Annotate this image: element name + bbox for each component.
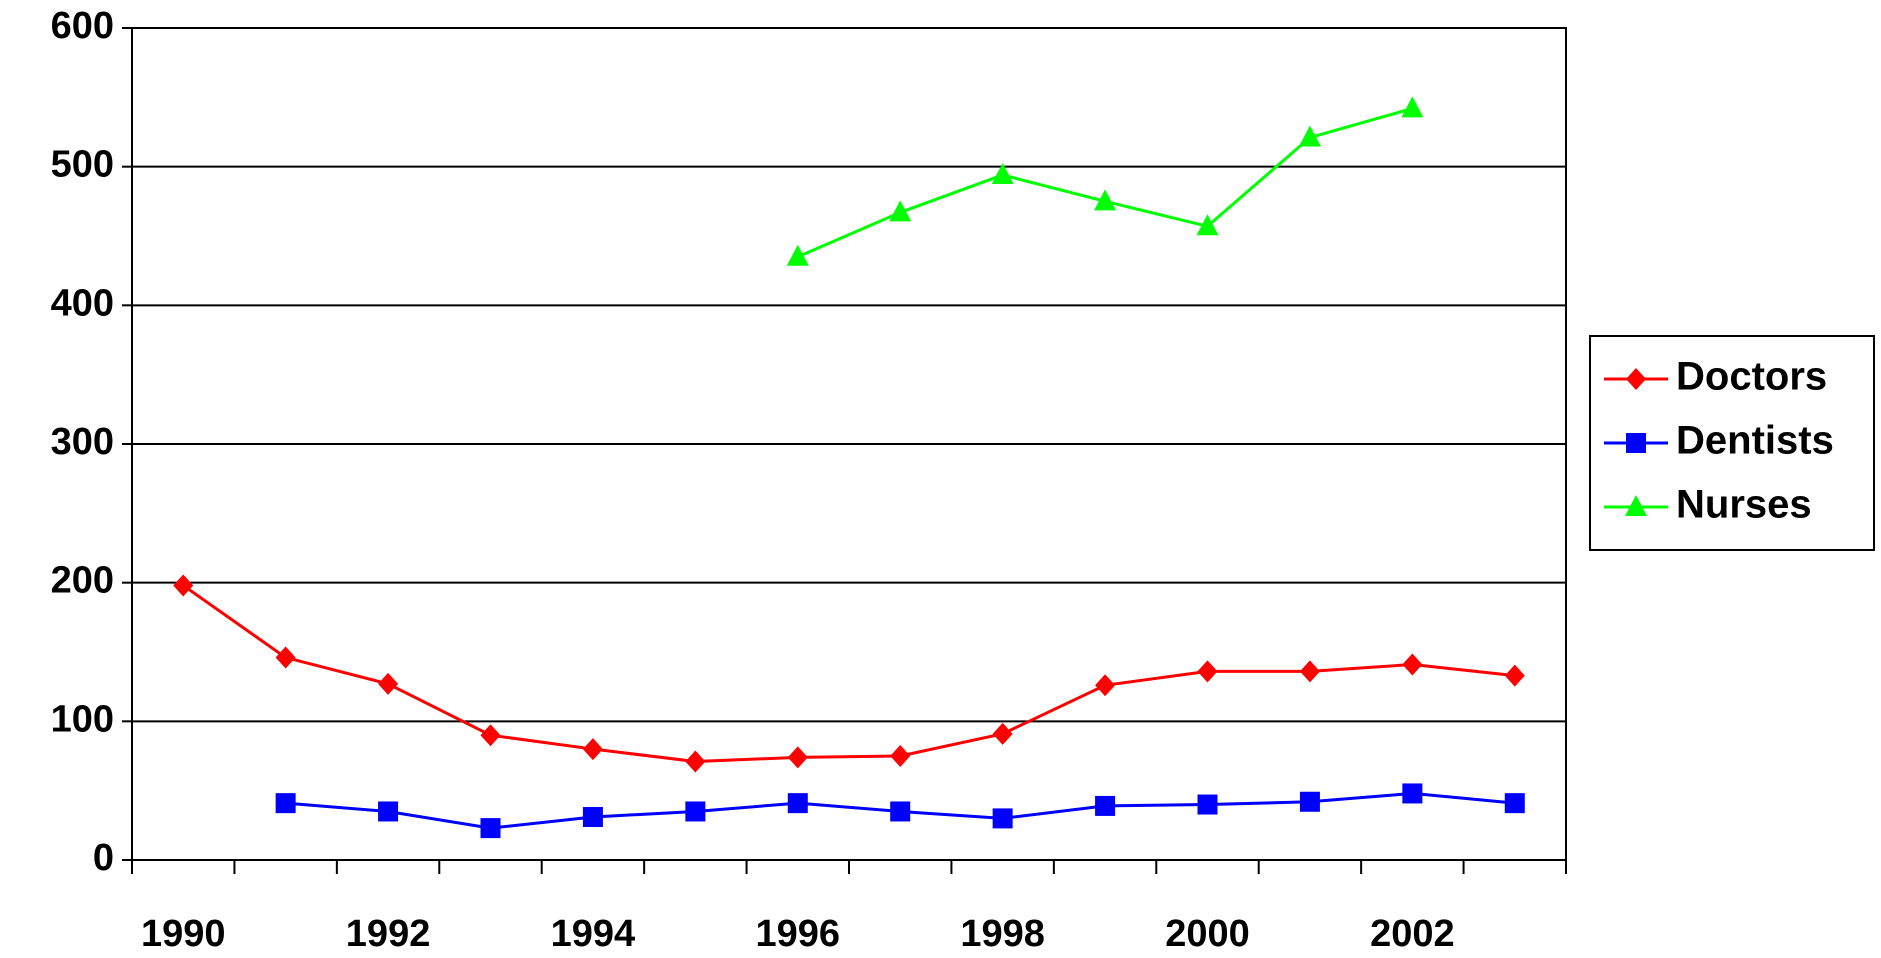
data-point [991, 162, 1014, 184]
x-tick-label: 1998 [960, 913, 1045, 955]
data-point [480, 818, 501, 839]
legend-label: Nurses [1676, 483, 1812, 527]
data-point [992, 808, 1013, 829]
x-tick-label: 1990 [141, 913, 226, 955]
y-tick-label: 600 [51, 5, 114, 47]
data-point [480, 724, 501, 747]
series-line [182, 584, 1515, 764]
data-point [1298, 125, 1321, 147]
data-point [1095, 795, 1116, 816]
data-point [890, 801, 911, 822]
y-tick-label: 0 [93, 837, 114, 879]
legend-marker [1626, 368, 1646, 390]
legend-marker [1625, 495, 1647, 516]
data-point [378, 672, 399, 695]
data-point [1299, 660, 1320, 683]
legend-label: Doctors [1676, 355, 1827, 399]
y-tick-label: 500 [51, 144, 114, 186]
data-point [1299, 791, 1320, 812]
data-point [889, 200, 912, 222]
x-tick-label: 1992 [346, 913, 431, 955]
data-point [685, 801, 706, 822]
legend-label: Dentists [1676, 419, 1834, 463]
data-point [1402, 653, 1423, 676]
y-tick-label: 300 [51, 421, 114, 463]
y-tick-label: 400 [51, 282, 114, 324]
data-point [1197, 794, 1218, 815]
data-point [786, 244, 809, 266]
data-point [275, 793, 296, 814]
data-point [1196, 214, 1219, 236]
data-point [275, 646, 296, 669]
series-line [797, 106, 1413, 259]
data-point [787, 793, 808, 814]
data-point [1094, 189, 1117, 211]
data-point [378, 801, 399, 822]
data-point [1504, 793, 1525, 814]
x-tick-label: 2002 [1370, 913, 1455, 955]
data-point [685, 750, 706, 773]
data-point [582, 738, 603, 761]
y-tick-label: 200 [51, 560, 114, 602]
data-point [1504, 664, 1525, 687]
data-point [1402, 783, 1423, 804]
legend-marker [1626, 433, 1646, 453]
data-point [992, 722, 1013, 745]
data-point [1197, 660, 1218, 683]
x-tick-label: 1996 [756, 913, 841, 955]
y-tick-label: 100 [51, 698, 114, 740]
x-tick-label: 2000 [1165, 913, 1250, 955]
data-point [582, 807, 603, 828]
data-point [787, 746, 808, 769]
x-tick-label: 1994 [551, 913, 636, 955]
data-point [890, 745, 911, 767]
data-point [1401, 96, 1424, 118]
data-point [1095, 674, 1116, 697]
data-point [173, 574, 194, 597]
